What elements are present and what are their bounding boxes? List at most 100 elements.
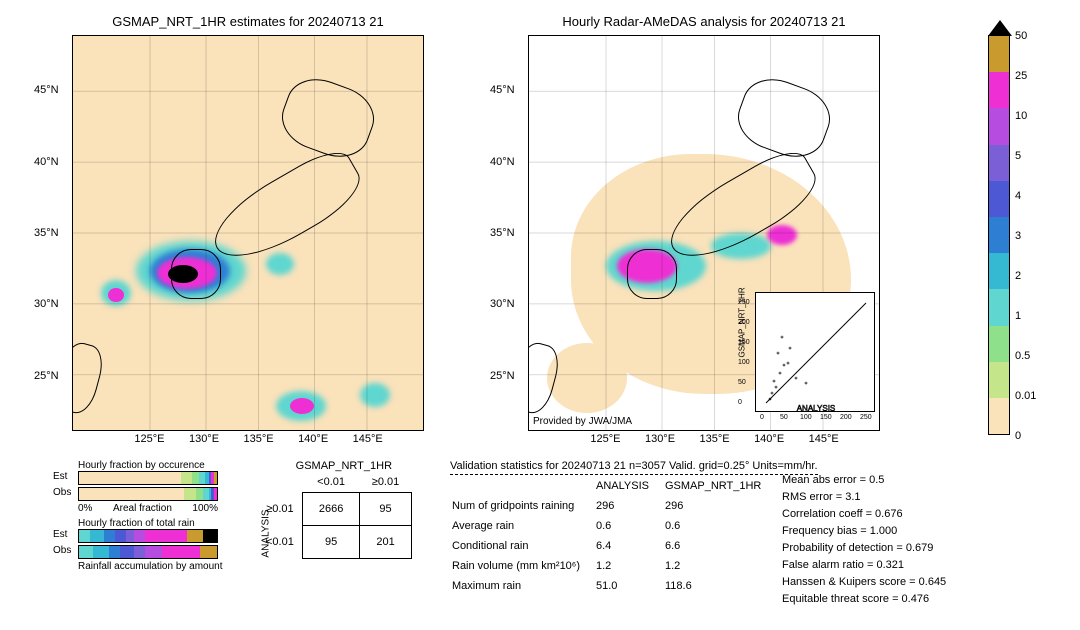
colorbar-tick: 5 — [1015, 150, 1021, 162]
frac-seg — [162, 546, 201, 558]
validation-row: Rain volume (mm km²10⁶)1.21.2 — [452, 557, 775, 575]
vval-b: 296 — [665, 497, 775, 515]
metric-line: Frequency bias = 1.000 — [782, 523, 946, 540]
vval-a: 0.6 — [596, 517, 663, 535]
scatter-ytick: 0 — [738, 399, 742, 406]
frac-seg — [181, 472, 192, 484]
ct-cell: 201 — [360, 526, 411, 559]
validation-row: Average rain0.60.6 — [452, 517, 775, 535]
metric-line: Hanssen & Kuipers score = 0.645 — [782, 574, 946, 591]
ytick: 45°N — [34, 84, 59, 96]
colorbar: 502510543210.50.010 — [988, 35, 1010, 435]
contingency-panel: GSMAP_NRT_1HR <0.01≥0.01 ≥0.01266695 <0.… — [258, 460, 412, 559]
contingency-table: <0.01≥0.01 ≥0.01266695 <0.0195201 — [258, 472, 412, 559]
colorbar-segment — [989, 72, 1009, 108]
colorbar-tick: 25 — [1015, 70, 1027, 82]
vval-a: 296 — [596, 497, 663, 515]
ct-col-1: ≥0.01 — [360, 472, 411, 493]
frac-seg — [196, 488, 203, 500]
ytick: 40°N — [34, 156, 59, 168]
frac-bar-occ-est — [78, 471, 218, 485]
frac-est-label: Est — [53, 471, 67, 482]
colorbar-arrow-icon — [988, 20, 1012, 36]
colorbar-segment — [989, 362, 1009, 398]
colorbar-segment — [989, 326, 1009, 362]
map-left-title: GSMAP_NRT_1HR estimates for 20240713 21 — [73, 14, 423, 29]
map-right: Hourly Radar-AMeDAS analysis for 2024071… — [528, 35, 880, 431]
colorbar-tick: 0.5 — [1015, 350, 1030, 362]
colorbar-segment — [989, 36, 1009, 72]
scatter-xtick: 0 — [760, 414, 764, 421]
frac-title-1: Hourly fraction by occurence — [78, 460, 250, 471]
frac-bar-rain-est — [78, 529, 218, 543]
vlabel: Average rain — [452, 517, 594, 535]
map-credit: Provided by JWA/JMA — [533, 416, 632, 427]
scatter-plot: ANALYSIS — [756, 293, 876, 413]
vval-a: 51.0 — [596, 577, 663, 595]
colorbar-segment — [989, 181, 1009, 217]
scatter-ytick: 200 — [738, 319, 750, 326]
scatter-xtick: 200 — [840, 414, 852, 421]
pct100: 100% — [192, 503, 218, 514]
frac-obs-label: Obs — [53, 487, 71, 498]
vval-b: 118.6 — [665, 577, 775, 595]
svg-text:ANALYSIS: ANALYSIS — [797, 404, 836, 413]
frac-seg — [109, 546, 120, 558]
frac-seg — [184, 488, 196, 500]
map-right-title: Hourly Radar-AMeDAS analysis for 2024071… — [529, 14, 879, 29]
colorbar-tick: 0.01 — [1015, 390, 1036, 402]
frac-seg — [187, 530, 204, 542]
metric-line: RMS error = 3.1 — [782, 489, 946, 506]
scatter-ytick: 250 — [738, 299, 750, 306]
scatter-ytick: 100 — [738, 359, 750, 366]
metric-line: False alarm ratio = 0.321 — [782, 557, 946, 574]
vval-b: 0.6 — [665, 517, 775, 535]
validation-row: Maximum rain51.0118.6 — [452, 577, 775, 595]
map-left-canvas — [73, 36, 423, 430]
scatter-ytick: 50 — [738, 379, 746, 386]
colorbar-tick: 10 — [1015, 110, 1027, 122]
scatter-inset: ANALYSIS GSMAP_NRT_1HR 00505010010015015… — [755, 292, 875, 412]
frac-est-label-2: Est — [53, 529, 67, 540]
ct-cell: 2666 — [302, 493, 359, 526]
frac-seg — [145, 546, 162, 558]
vlabel: Rain volume (mm km²10⁶) — [452, 557, 594, 575]
contingency-col-label: GSMAP_NRT_1HR — [276, 460, 412, 472]
ct-cell: 95 — [302, 526, 359, 559]
frac-seg — [203, 530, 217, 542]
frac-seg — [104, 530, 115, 542]
frac-seg — [134, 530, 145, 542]
scatter-xtick: 150 — [820, 414, 832, 421]
vlabel: Conditional rain — [452, 537, 594, 555]
colorbar-tick: 0 — [1015, 430, 1021, 442]
areal-label: Areal fraction — [113, 503, 172, 514]
frac-seg — [192, 472, 199, 484]
ytick: 45°N — [490, 84, 515, 96]
scatter-xtick: 250 — [860, 414, 872, 421]
frac-seg — [126, 530, 134, 542]
vlabel: Maximum rain — [452, 577, 594, 595]
metrics-list: Mean abs error = 0.5RMS error = 3.1Corre… — [782, 472, 946, 608]
metric-line: Probability of detection = 0.679 — [782, 540, 946, 557]
fraction-panel: Hourly fraction by occurence Est Obs 0% … — [50, 460, 250, 572]
ytick: 40°N — [490, 156, 515, 168]
pct0: 0% — [78, 503, 92, 514]
scatter-xtick: 100 — [800, 414, 812, 421]
colorbar-tick: 50 — [1015, 30, 1027, 42]
validation-row: Num of gridpoints raining296296 — [452, 497, 775, 515]
colorbar-tick: 1 — [1015, 310, 1021, 322]
frac-seg — [200, 546, 217, 558]
frac-bar-occ-obs — [78, 487, 218, 501]
vval-b: 6.6 — [665, 537, 775, 555]
ytick: 25°N — [34, 370, 59, 382]
vlabel: Num of gridpoints raining — [452, 497, 594, 515]
vval-a: 6.4 — [596, 537, 663, 555]
ytick: 30°N — [34, 298, 59, 310]
colorbar-tick: 3 — [1015, 230, 1021, 242]
vval-a: 1.2 — [596, 557, 663, 575]
frac-seg — [79, 530, 90, 542]
ytick: 35°N — [34, 227, 59, 239]
metric-line: Mean abs error = 0.5 — [782, 472, 946, 489]
metric-line: Equitable threat score = 0.476 — [782, 591, 946, 608]
map-left: GSMAP_NRT_1HR estimates for 20240713 21 — [72, 35, 424, 431]
